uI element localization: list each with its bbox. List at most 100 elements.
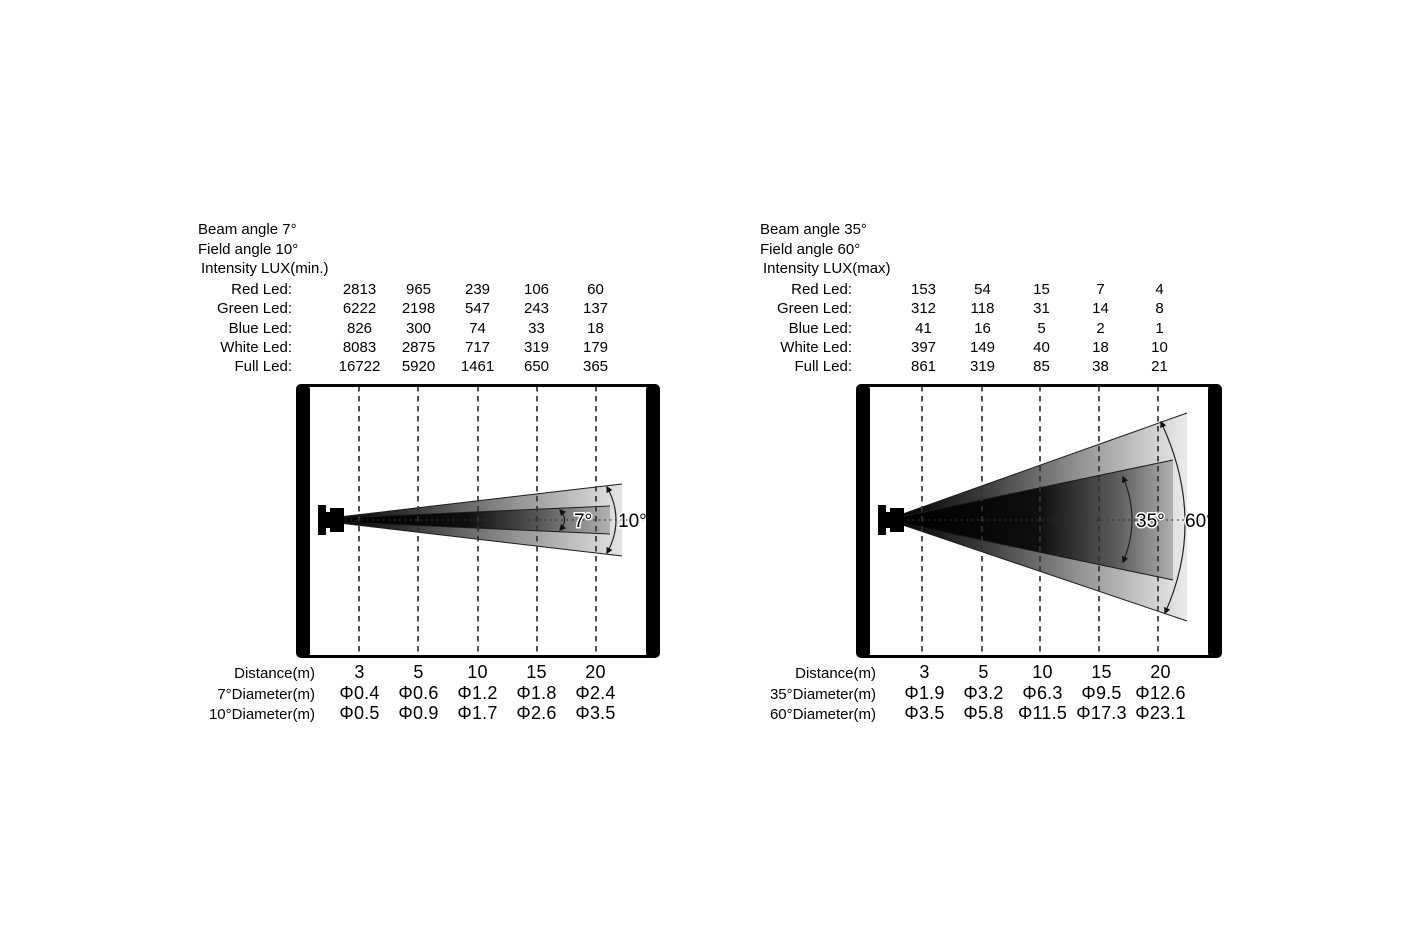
led-value: 2: [1096, 319, 1105, 337]
fixture-icon: [318, 505, 344, 535]
distance-row: Distance(m) 3 5 10 15 20: [716, 662, 1190, 683]
diameter-value: Φ1.9: [904, 682, 945, 703]
diameter-value: Φ2.6: [516, 703, 557, 724]
diameter-value: Φ1.7: [457, 703, 498, 724]
panel-header: Beam angle 35° Field angle 60° Intensity…: [760, 220, 891, 279]
led-value: 54: [974, 281, 991, 298]
led-value: 2198: [401, 300, 436, 318]
distance-row-label: Distance(m): [795, 665, 876, 682]
wall-bar-right: [1208, 384, 1222, 658]
distance-gridlines: [921, 386, 1159, 656]
diameter-value: Φ12.6: [1135, 682, 1186, 703]
led-value: 1: [1155, 319, 1164, 337]
diameter-row-label: 35°Diameter(m): [769, 685, 876, 703]
outer-angle-label: 10°: [618, 511, 647, 532]
led-value: 861: [910, 358, 937, 376]
diameter-value: Φ6.3: [1022, 682, 1063, 703]
diameter-value: Φ11.5: [1017, 703, 1068, 724]
led-value: 21: [1151, 358, 1168, 376]
diameter-value: Φ3.2: [963, 682, 1004, 703]
inner-angle-arc: [1121, 475, 1133, 564]
diameter-row: 60°Diameter(m) Φ3.5 Φ5.8 Φ11.5 Φ17.3 Φ23.1: [716, 703, 1190, 724]
diameter-value: Φ1.8: [516, 682, 557, 703]
led-row: Blue Led: 41 16 5 2 1: [730, 320, 1189, 339]
beam-cone-inner: [900, 460, 1173, 580]
led-value: 179: [582, 338, 609, 356]
diameter-value: Φ9.5: [1081, 682, 1122, 703]
led-value: 2813: [342, 281, 377, 298]
led-row: Red Led: 153 54 15 7 4: [730, 281, 1189, 300]
led-value: 7: [1096, 281, 1105, 298]
distance-value: 5: [413, 662, 424, 682]
led-value: 8083: [342, 338, 377, 356]
intensity-line: Intensity LUX(min.): [201, 260, 329, 277]
distance-gridlines: [358, 386, 597, 656]
led-row-label: White Led:: [220, 338, 292, 356]
led-value: 650: [523, 358, 550, 376]
led-value: 547: [464, 300, 491, 318]
led-row: Red Led: 2813 965 239 106 60: [170, 281, 625, 300]
inner-angle-label: 35°: [1136, 511, 1165, 532]
led-value: 239: [464, 281, 491, 298]
led-value: 397: [910, 338, 937, 356]
led-value: 300: [405, 319, 432, 337]
led-row: Green Led: 312 118 31 14 8: [730, 300, 1189, 319]
led-row-label: Green Led:: [776, 300, 852, 318]
led-row: White Led: 397 149 40 18 10: [730, 339, 1189, 358]
beam-angle-line: Beam angle 35°: [760, 221, 867, 238]
led-value: 10: [1151, 338, 1168, 356]
led-value: 41: [915, 319, 932, 337]
led-row-label: Red Led:: [791, 281, 852, 298]
led-value: 717: [464, 338, 491, 356]
led-value: 826: [346, 319, 373, 337]
led-row: Full Led: 16722 5920 1461 650 365: [170, 358, 625, 377]
diameter-row-label: 60°Diameter(m): [769, 706, 876, 724]
distance-row-label: Distance(m): [234, 665, 315, 682]
diameter-value: Φ17.3: [1076, 703, 1127, 724]
led-value: 8: [1155, 300, 1164, 318]
led-value: 149: [969, 338, 996, 356]
led-value: 38: [1092, 358, 1109, 376]
wall-bar-right: [646, 384, 660, 658]
diameter-row-label: 10°Diameter(m): [208, 706, 315, 724]
led-value: 15: [1033, 281, 1050, 298]
diameter-row: 7°Diameter(m) Φ0.4 Φ0.6 Φ1.2 Φ1.8 Φ2.4: [155, 683, 625, 704]
led-value: 18: [1092, 338, 1109, 356]
diameter-value: Φ0.6: [398, 682, 439, 703]
inner-angle-label: 7°: [574, 511, 592, 532]
led-value: 5: [1037, 319, 1046, 337]
diameter-value: Φ5.8: [963, 703, 1004, 724]
led-value: 2875: [401, 338, 436, 356]
field-angle-line: Field angle 10°: [198, 240, 299, 258]
led-value: 5920: [401, 358, 436, 376]
led-value: 33: [528, 319, 545, 337]
led-value: 16722: [338, 358, 381, 376]
led-row-label: Blue Led:: [788, 319, 852, 337]
diameter-row: 35°Diameter(m) Φ1.9 Φ3.2 Φ6.3 Φ9.5 Φ12.6: [716, 683, 1190, 704]
led-value: 312: [910, 300, 937, 318]
diameter-value: Φ23.1: [1135, 703, 1186, 724]
led-row-label: White Led:: [780, 338, 852, 356]
led-value: 153: [910, 281, 937, 298]
led-row: Blue Led: 826 300 74 33 18: [170, 320, 625, 339]
led-row-label: Full Led:: [234, 358, 292, 376]
distance-value: 15: [1091, 662, 1112, 682]
led-row-label: Blue Led:: [228, 319, 292, 337]
wall-bar-left: [856, 384, 870, 658]
led-value: 1461: [460, 358, 495, 376]
distance-value: 5: [978, 662, 989, 682]
led-value: 31: [1033, 300, 1050, 318]
fixture-icon: [878, 505, 904, 535]
diameter-value: Φ3.5: [575, 703, 616, 724]
inner-angle-arc: [559, 509, 566, 531]
diameter-value: Φ1.2: [457, 682, 498, 703]
field-angle-line: Field angle 60°: [760, 240, 861, 258]
beam-cone-inner: [339, 506, 610, 534]
led-value: 137: [582, 300, 609, 318]
diameter-row: 10°Diameter(m) Φ0.5 Φ0.9 Φ1.7 Φ2.6 Φ3.5: [155, 703, 625, 724]
led-value: 18: [587, 319, 604, 337]
diameter-value: Φ0.4: [339, 682, 380, 703]
led-value: 16: [974, 319, 991, 337]
led-value: 4: [1155, 281, 1164, 298]
beam-diagram-narrow: 7° 10°: [296, 384, 660, 658]
